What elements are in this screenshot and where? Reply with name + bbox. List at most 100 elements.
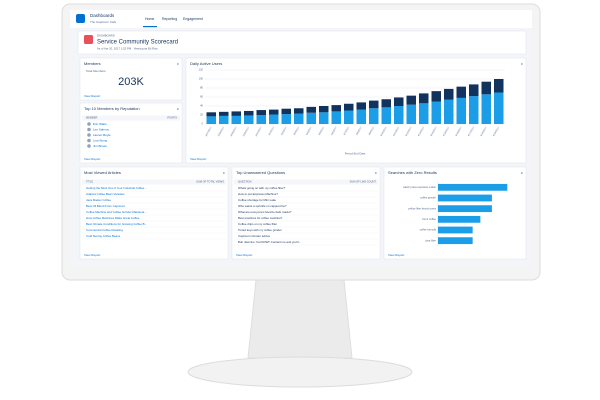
- x-tick-label: 3/31/2017: [255, 126, 263, 137]
- list-item[interactable]: Cold Storing Coffee Beans: [86, 234, 121, 238]
- view-report-link[interactable]: View Report: [388, 253, 404, 257]
- list-item: Coffee drips on my coffee filter: [238, 222, 277, 226]
- bar-segment: [281, 108, 291, 115]
- x-tick-label: 3/28/2017: [217, 126, 225, 137]
- column-header: TITLE: [86, 180, 93, 184]
- x-tick-label: 4/16/2017: [455, 126, 463, 137]
- panel-title: Top 10 Members by Reputation: [84, 106, 140, 111]
- tab[interactable]: Home: [145, 17, 154, 21]
- y-tick-label: yellow filter french press: [408, 206, 437, 210]
- member-name[interactable]: Erin Watts: [93, 122, 107, 126]
- column-header: MEMBER: [86, 116, 98, 120]
- org-name: The Capricorn Cafe: [90, 20, 117, 24]
- panel: [383, 166, 527, 260]
- bar-segment: [431, 101, 441, 124]
- list-item[interactable]: Getting the Most Out of Your Industrial …: [86, 186, 147, 190]
- column-header: SUM OF TOTAL VIEWS: [196, 180, 224, 184]
- bar-segment: [494, 79, 504, 93]
- table-header-bg: [82, 179, 226, 185]
- list-item[interactable]: How Coffee Machines Make Great Coffee: [86, 216, 140, 220]
- list-item: Who wants a sprinkle on cappuccino?: [238, 204, 287, 208]
- x-tick-label: 4/11/2017: [392, 126, 400, 137]
- x-tick-label: 4/18/2017: [480, 126, 488, 137]
- y-tick-label: watch press espresso maker: [403, 185, 436, 189]
- avatar: [87, 133, 91, 137]
- x-tick-label: 4/2/2017: [280, 126, 288, 136]
- bar-segment: [469, 96, 479, 124]
- y-tick-label: 60: [200, 95, 203, 99]
- app-launcher[interactable]: [76, 14, 85, 23]
- x-tick-label: 4/6/2017: [330, 126, 338, 136]
- bar-segment: [406, 95, 416, 105]
- tab[interactable]: Engagement: [183, 17, 203, 21]
- bar-segment: [394, 106, 404, 124]
- app-name: Dashboards: [90, 13, 115, 18]
- y-tick-label: coffee grinder: [420, 196, 436, 200]
- bar-segment: [331, 105, 341, 112]
- bar-segment: [306, 106, 316, 113]
- x-tick-label: 4/3/2017: [293, 126, 301, 136]
- bar-segment: [369, 108, 379, 124]
- list-item[interactable]: Java Master Coffee: [86, 198, 111, 202]
- list-item: Best practices for coffee machine?: [238, 216, 283, 220]
- y-tick-label: burnt coffee: [422, 217, 436, 221]
- app-header: [70, 10, 532, 28]
- y-tick-label: 20: [200, 113, 203, 117]
- view-report-link[interactable]: View Report: [84, 157, 100, 161]
- list-item[interactable]: Commercial Coffee Roasting: [86, 228, 123, 232]
- x-tick-label: 4/9/2017: [368, 126, 376, 136]
- member-name[interactable]: Lisa Wong: [93, 138, 107, 142]
- bar-segment: [344, 110, 354, 124]
- bar-segment: [356, 102, 366, 110]
- bar-segment: [256, 110, 266, 115]
- bar-segment: [219, 111, 229, 116]
- bar-segment: [306, 112, 316, 124]
- x-tick-label: 4/19/2017: [492, 126, 500, 137]
- bar-segment: [206, 112, 216, 117]
- view-report-link[interactable]: View Report: [190, 157, 206, 161]
- avatar: [87, 122, 91, 126]
- y-tick-label: 40: [200, 104, 203, 108]
- bar-segment: [469, 84, 479, 97]
- bar-segment: [231, 115, 241, 124]
- view-report-link[interactable]: View Report: [236, 253, 252, 257]
- x-tick-label: 4/7/2017: [343, 126, 351, 136]
- bar-segment: [406, 104, 416, 124]
- bar-segment: [444, 88, 454, 100]
- view-report-link[interactable]: View Report: [84, 253, 100, 257]
- list-item[interactable]: Best Oil Blend From Capricorn: [86, 204, 126, 208]
- member-name[interactable]: Lee Salerno: [93, 127, 110, 131]
- list-item: Bob Jasmine: Fat NOW!! Contact me and yo…: [238, 240, 301, 244]
- dashboard-subtitle: As of Apr 20, 2017 1:52 PM · Viewing as …: [97, 47, 158, 51]
- panel-title: Members: [84, 61, 101, 66]
- member-name[interactable]: Lauren Boyle: [93, 133, 111, 137]
- tab[interactable]: Reporting: [162, 17, 177, 21]
- list-item[interactable]: Arabica Coffee Bean Varieties: [86, 192, 125, 196]
- y-tick-label: 80: [200, 86, 203, 90]
- list-item[interactable]: Coffee Machine and Coffee Grinder Mainte…: [86, 210, 147, 214]
- bar-segment: [281, 114, 291, 124]
- bar-segment: [456, 97, 466, 124]
- panel-menu: ≡: [375, 171, 377, 175]
- panels: Members ≡ View Report Total Members 203K Top …: [79, 57, 527, 260]
- member-name[interactable]: Jim Brown: [93, 144, 107, 148]
- x-tick-label: 3/30/2017: [242, 126, 250, 137]
- bar-segment: [444, 99, 454, 124]
- bar-segment: [319, 112, 329, 124]
- bar-segment: [231, 111, 241, 116]
- panel-title: Most Viewed Articles: [84, 170, 121, 175]
- bar-segment: [256, 115, 266, 124]
- column-header: QUESTION: [238, 180, 252, 184]
- view-report-link[interactable]: View Report: [84, 94, 100, 98]
- bar-segment: [431, 91, 441, 102]
- list-item[interactable]: Best Climate Conditions for Growing Coff…: [86, 222, 147, 226]
- list-item: Tinted keys with my coffee grinder: [238, 228, 282, 232]
- bar: [438, 215, 481, 223]
- bar-segment: [369, 100, 379, 109]
- dashboard-header: [77, 30, 527, 55]
- list-item: How to put Espresso Machine?: [238, 192, 278, 196]
- y-tick-label: java filter: [425, 238, 437, 242]
- panel-menu: ≡: [177, 62, 179, 66]
- bar: [438, 205, 492, 213]
